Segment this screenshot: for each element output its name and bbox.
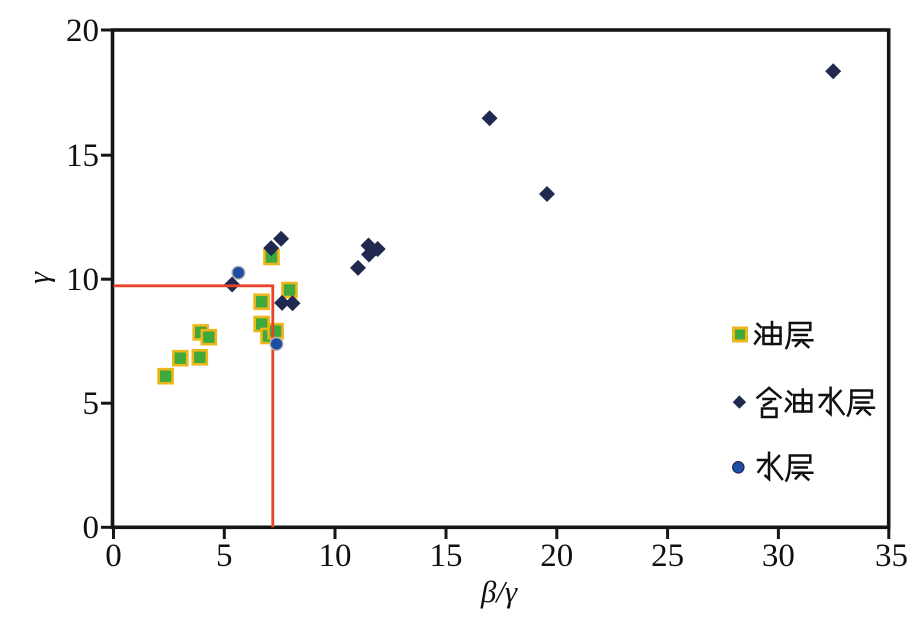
- svg-text:20: 20: [540, 538, 573, 574]
- svg-text:0: 0: [105, 538, 122, 574]
- svg-text:γ: γ: [23, 271, 56, 284]
- svg-text:5: 5: [216, 538, 233, 574]
- svg-text:5: 5: [83, 386, 100, 422]
- svg-text:30: 30: [762, 538, 795, 574]
- svg-text:10: 10: [66, 262, 99, 298]
- svg-text:15: 15: [430, 538, 463, 574]
- svg-text:25: 25: [651, 538, 684, 574]
- svg-text:35: 35: [875, 538, 908, 574]
- svg-text:20: 20: [66, 13, 99, 49]
- svg-text:β/γ: β/γ: [480, 574, 518, 609]
- svg-text:15: 15: [66, 138, 99, 174]
- svg-text:10: 10: [319, 538, 352, 574]
- svg-text:0: 0: [83, 510, 100, 546]
